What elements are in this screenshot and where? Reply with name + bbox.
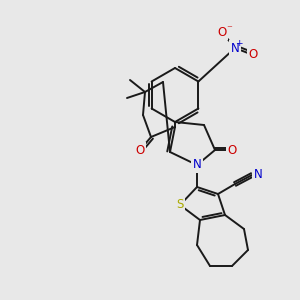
Text: S: S	[176, 199, 184, 212]
Text: O: O	[227, 143, 237, 157]
Text: N: N	[254, 169, 262, 182]
Text: ⁻: ⁻	[226, 24, 232, 34]
Text: O: O	[248, 49, 258, 62]
Text: +: +	[235, 38, 243, 47]
Text: O: O	[218, 26, 226, 38]
Text: O: O	[135, 143, 145, 157]
Text: N: N	[193, 158, 201, 172]
Text: N: N	[231, 41, 239, 55]
